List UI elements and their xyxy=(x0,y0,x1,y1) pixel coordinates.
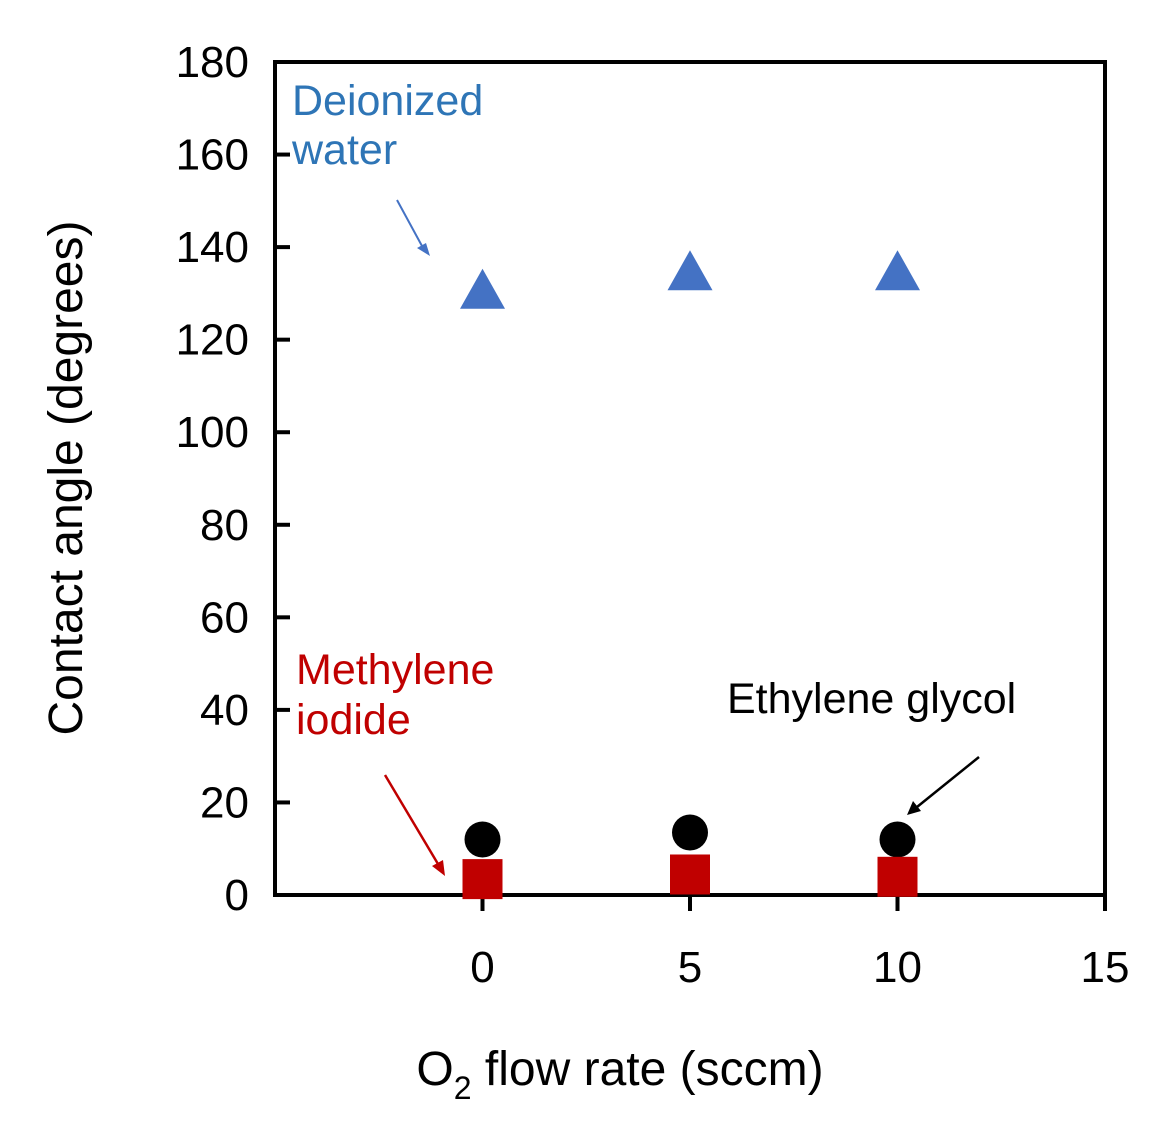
annotation-deionized-water-line-1: Deionized xyxy=(292,77,483,125)
x-axis-title-rest: flow rate (sccm) xyxy=(472,1043,824,1096)
annotations: Deionized water Methylene iodide Ethylen… xyxy=(291,77,1016,876)
point-deionized-water xyxy=(875,250,920,291)
y-tick-label: 0 xyxy=(225,871,249,920)
x-axis-title-subscript: 2 xyxy=(454,1070,472,1106)
point-ethylene-glycol xyxy=(464,821,501,858)
arrowhead-methylene-iodide xyxy=(432,860,445,876)
annotation-ethylene-glycol-line-1: Ethylene glycol xyxy=(727,675,1016,723)
x-tick-label: 0 xyxy=(470,943,494,992)
annotation-deionized-water-line-2: water xyxy=(291,126,397,174)
annotation-deionized-water: Deionized water xyxy=(291,77,495,174)
point-deionized-water xyxy=(667,250,713,291)
arrow-deionized-water xyxy=(396,199,423,247)
x-tick-label: 5 xyxy=(678,943,702,992)
y-tick-label: 80 xyxy=(200,501,249,550)
y-tick-label: 180 xyxy=(176,38,249,87)
arrow-methylene-iodide xyxy=(383,774,440,865)
x-axis-title-main: O xyxy=(416,1043,453,1096)
annotation-methylene-iodide-line-2: iodide xyxy=(296,696,411,744)
x-tick-label: 10 xyxy=(873,943,922,992)
point-ethylene-glycol xyxy=(879,821,916,858)
point-methylene-iodide xyxy=(462,859,503,900)
x-axis-ticks: 0 5 10 15 xyxy=(470,895,1129,992)
annotation-ethylene-glycol: Ethylene glycol xyxy=(727,675,1016,723)
x-tick-label: 15 xyxy=(1081,943,1130,992)
arrowhead-ethylene-glycol xyxy=(907,801,921,815)
plot-area-frame xyxy=(273,60,1107,897)
y-tick-label: 160 xyxy=(176,131,249,180)
arrow-ethylene-glycol xyxy=(916,756,980,808)
annotation-methylene-iodide: Methylene iodide xyxy=(296,646,506,744)
annotation-methylene-iodide-line-1: Methylene xyxy=(296,646,494,694)
y-axis-title: Contact angle (degrees) xyxy=(40,221,93,736)
y-tick-label: 40 xyxy=(200,686,249,735)
data-points xyxy=(460,250,920,900)
point-deionized-water xyxy=(460,268,505,309)
point-methylene-iodide xyxy=(877,856,918,897)
y-axis-ticks: 0 20 40 60 80 100 120 140 160 180 xyxy=(176,38,290,920)
y-tick-label: 60 xyxy=(200,593,249,642)
point-methylene-iodide xyxy=(670,854,710,895)
y-tick-label: 20 xyxy=(200,778,249,827)
y-tick-label: 120 xyxy=(176,316,249,365)
point-ethylene-glycol xyxy=(672,814,708,851)
y-tick-label: 140 xyxy=(176,223,249,272)
arrowhead-deionized-water xyxy=(417,243,430,256)
x-axis-title: O2 flow rate (sccm) xyxy=(416,1043,823,1106)
y-tick-label: 100 xyxy=(176,408,249,457)
